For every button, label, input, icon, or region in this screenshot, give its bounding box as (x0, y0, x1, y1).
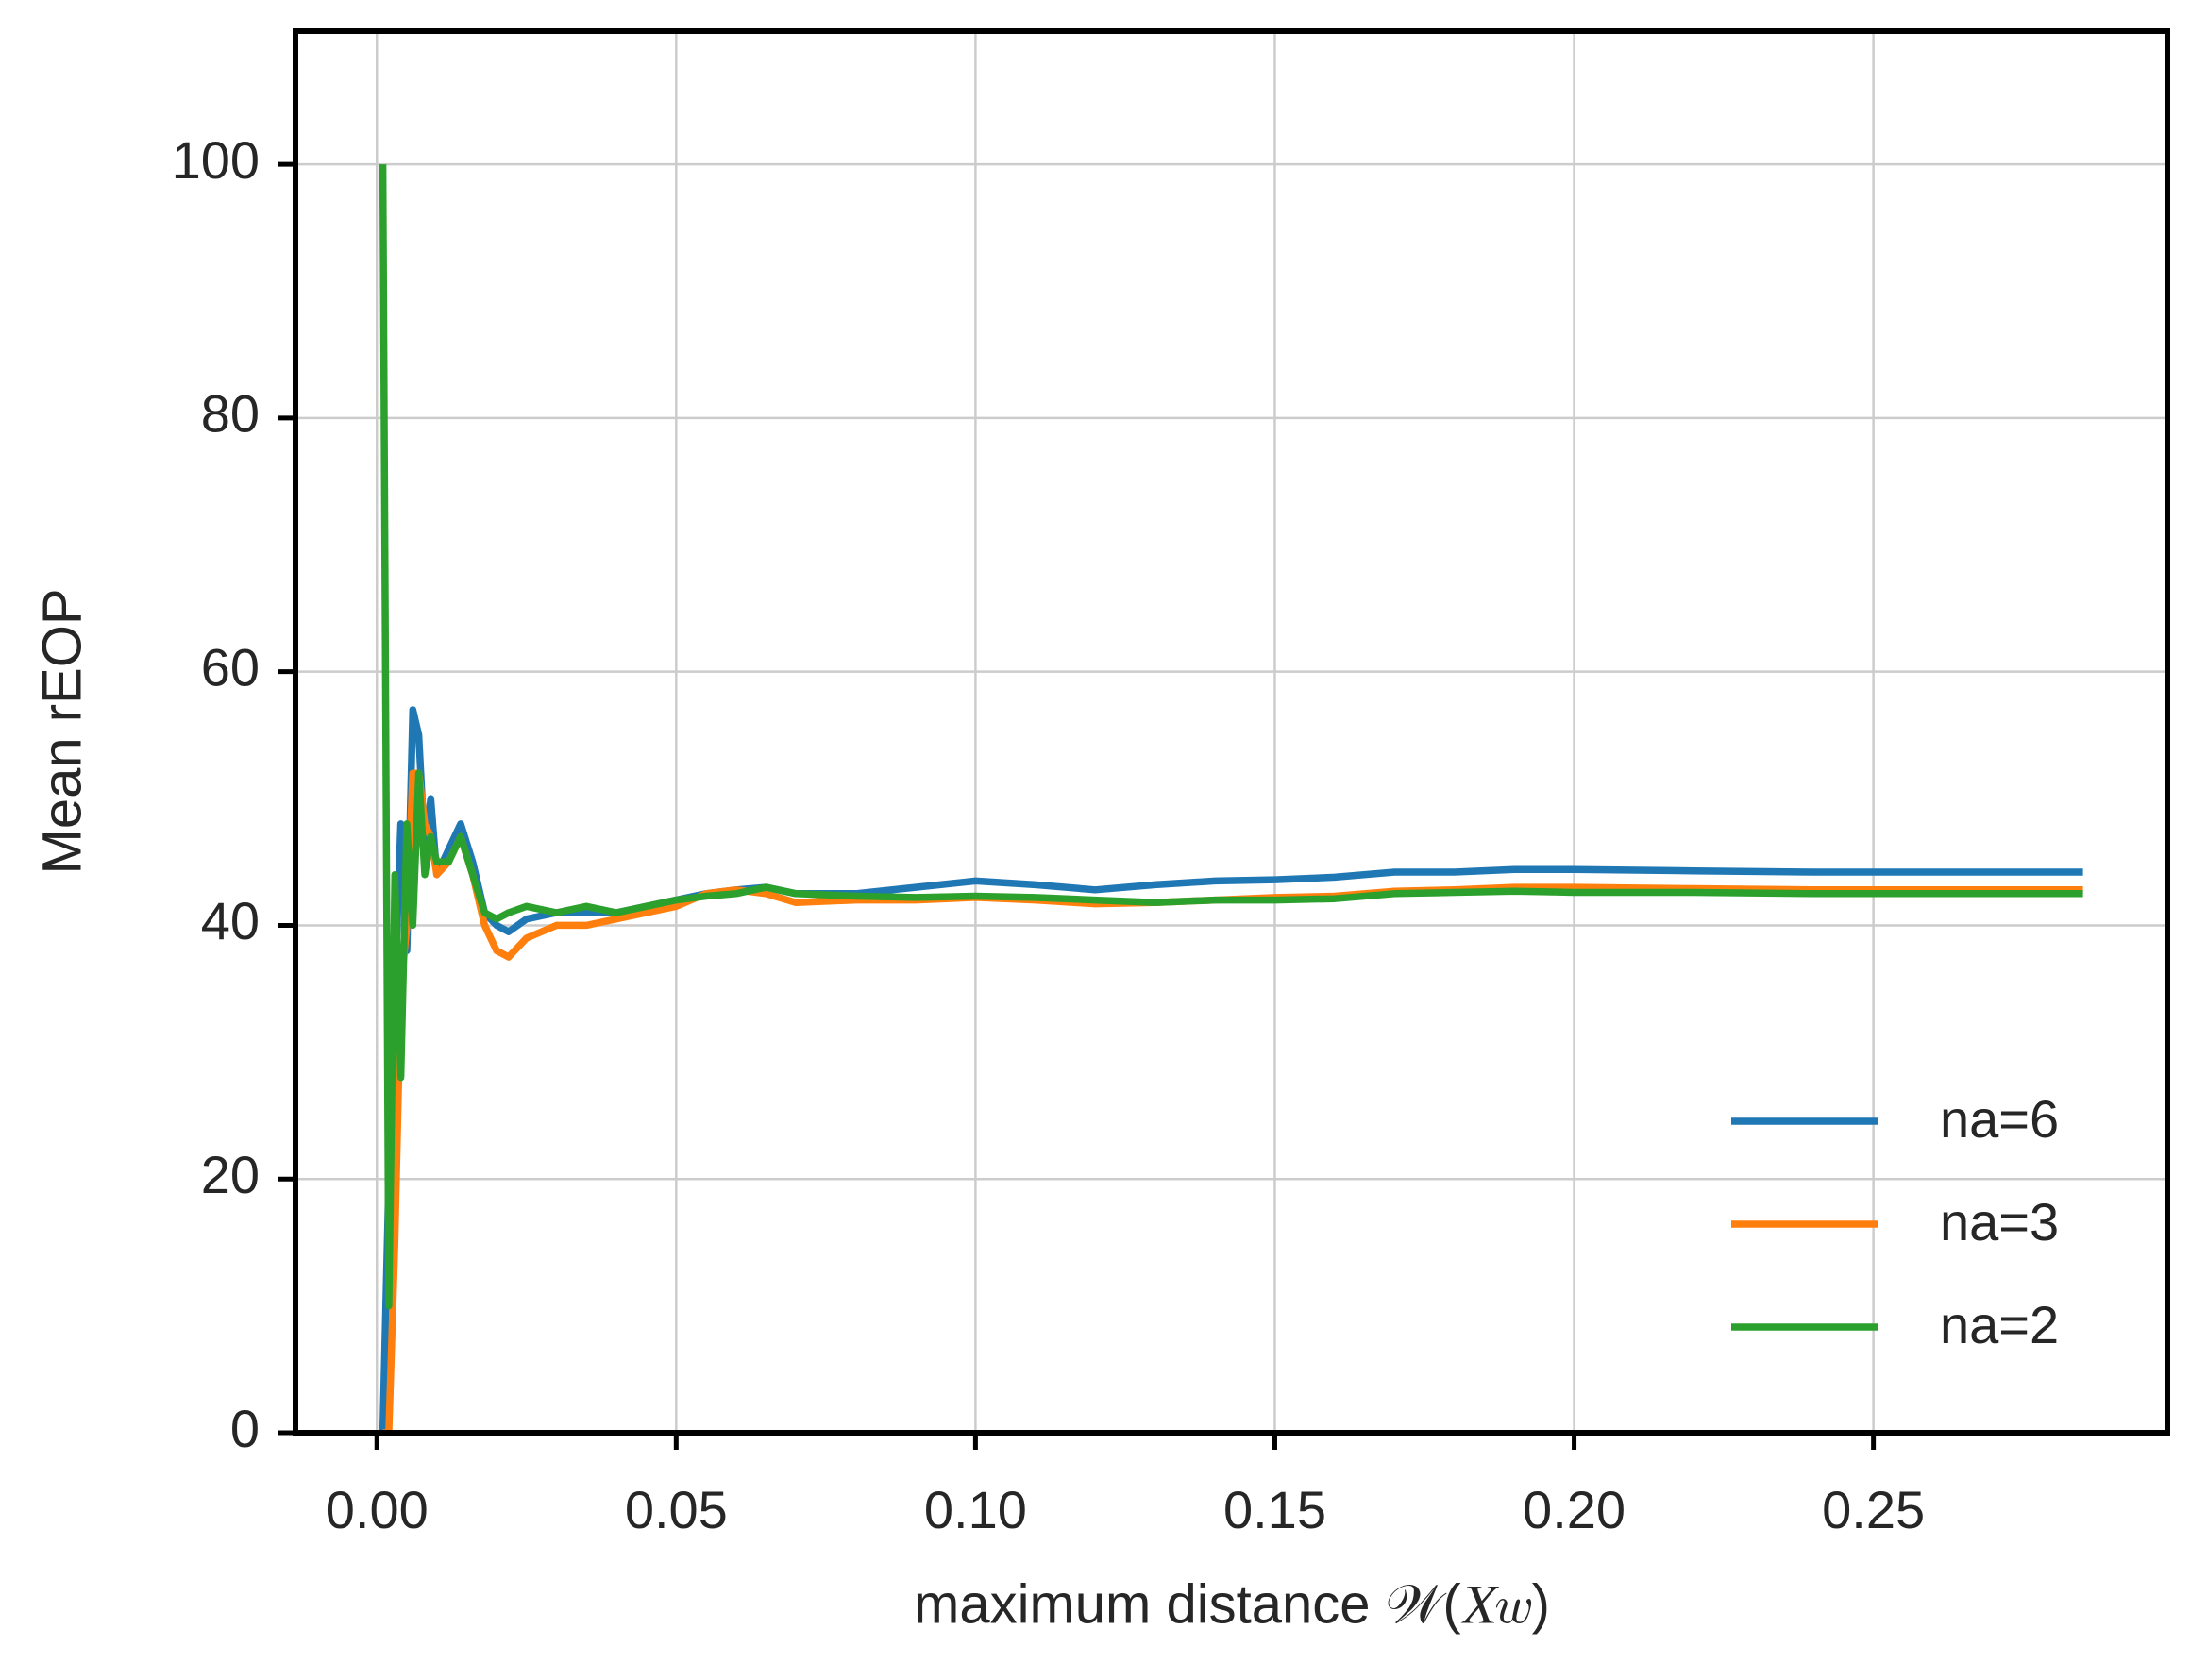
x-tick-label: 0.15 (1223, 1480, 1326, 1539)
y-tick-label: 0 (230, 1399, 260, 1458)
legend-label: na=2 (1940, 1295, 2059, 1354)
x-tick-label: 0.25 (1822, 1480, 1925, 1539)
y-tick-label: 100 (172, 130, 260, 190)
line-series (379, 164, 2083, 1310)
x-tick-label: 0.10 (924, 1480, 1027, 1539)
y-axis-label: Mean rEOP (31, 589, 93, 875)
x-tick-label: 0.05 (625, 1480, 728, 1539)
y-tick-label: 80 (201, 384, 260, 444)
y-tick-label: 60 (201, 637, 260, 697)
plot-frame (293, 28, 2170, 1436)
x-tick-label: 0.20 (1523, 1480, 1626, 1539)
x-tick-label: 0.00 (326, 1480, 429, 1539)
y-tick-label: 40 (201, 891, 260, 950)
y-tick-label: 20 (201, 1145, 260, 1204)
legend-label: na=6 (1940, 1089, 2059, 1149)
x-axis-label: maximum distance 𝒲(𝑋𝑤) (914, 1573, 1550, 1635)
legend-label: na=3 (1940, 1192, 2059, 1252)
